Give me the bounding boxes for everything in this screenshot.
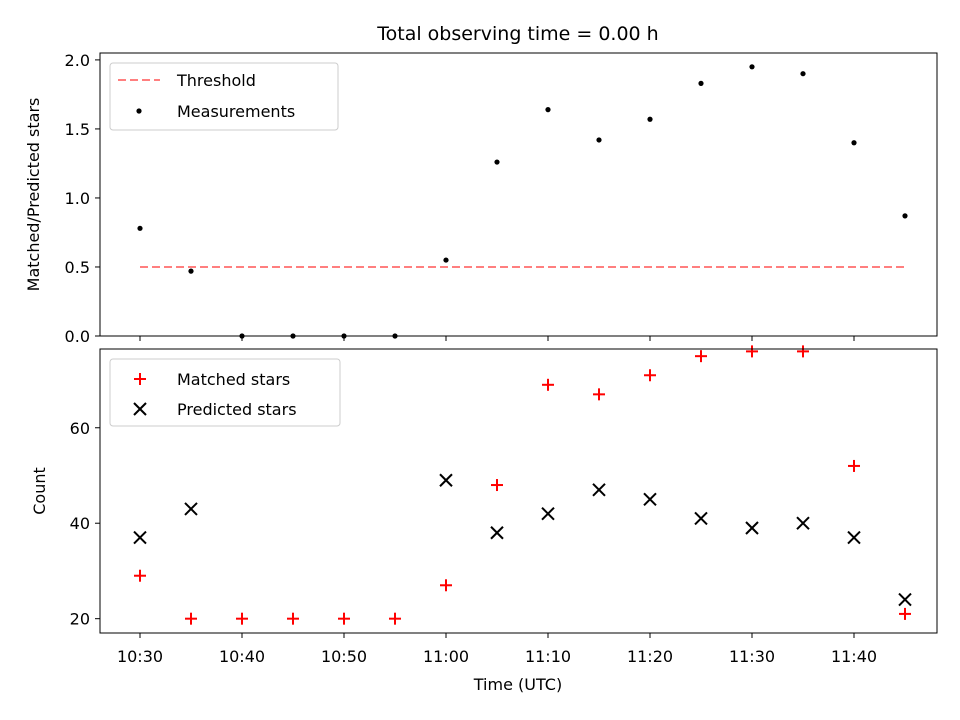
matched-star-point	[746, 345, 758, 358]
predicted-star-point	[898, 592, 912, 607]
top-y-ticks: 0.0 0.5 1.0 1.5 2.0	[65, 51, 100, 346]
bottom-legend: Matched stars Predicted stars	[109, 358, 341, 427]
top-panel: 0.00.51.01.52.0 Matched/Predicted stars …	[24, 51, 938, 346]
matched-star-point	[440, 579, 452, 592]
predicted-star-point	[643, 492, 657, 507]
matched-star-point	[287, 612, 299, 625]
measurement-point	[494, 159, 500, 165]
bottom-y-axis-label: Count	[30, 467, 49, 515]
top-y-tick-label: 0.0	[65, 327, 90, 346]
predicted-star-point	[796, 516, 810, 530]
chart-title: Total observing time = 0.00 h	[376, 23, 658, 45]
measurement-point	[596, 137, 602, 143]
measurement-point	[749, 64, 755, 70]
bottom-y-tick-label: 60	[70, 419, 90, 438]
matched-star-point	[593, 388, 605, 401]
matched-star-point	[338, 612, 350, 625]
bottom-legend-box	[109, 358, 341, 427]
predicted-star-point	[694, 511, 708, 526]
x-tick-label: 10:40	[219, 647, 265, 666]
predicted-star-point	[592, 483, 606, 497]
measurement-point	[188, 268, 194, 274]
matched-star-point	[389, 612, 401, 625]
bottom-marks	[133, 345, 912, 625]
legend-matched-label: Matched stars	[177, 370, 290, 389]
top-plot-frame	[99, 52, 938, 337]
top-y-tick-label: 1.0	[65, 189, 90, 208]
matched-star-point	[899, 607, 911, 620]
bottom-y-ticks: 20 40 60	[70, 419, 100, 629]
top-y-tick-label: 0.5	[65, 258, 90, 277]
predicted-star-point	[184, 502, 198, 516]
predicted-star-point	[745, 521, 759, 535]
matched-star-point	[134, 569, 146, 582]
legend-measurements-label: Measurements	[177, 102, 295, 121]
legend-threshold-label: Threshold	[176, 71, 256, 90]
top-y-axis-label: Matched/Predicted stars	[24, 98, 43, 292]
matched-star-point	[695, 350, 707, 363]
top-y-tick-label: 1.5	[65, 120, 90, 139]
predicted-star-point	[439, 473, 453, 487]
top-legend: Threshold Measurements	[109, 62, 339, 131]
x-tick-label: 11:00	[423, 647, 469, 666]
legend-predicted-label: Predicted stars	[177, 400, 297, 419]
matched-star-point	[236, 612, 248, 625]
matched-star-point	[542, 378, 554, 391]
legend-measurements-swatch	[136, 108, 142, 114]
top-x-ticks	[139, 336, 855, 341]
predicted-star-point	[541, 506, 555, 521]
bottom-plot-frame	[99, 348, 938, 634]
measurement-point	[545, 107, 551, 113]
legend-predicted-swatch	[133, 402, 147, 416]
bottom-y-tick-label: 40	[70, 514, 90, 533]
matched-star-point	[797, 345, 809, 358]
matched-star-point	[644, 369, 656, 382]
x-tick-label: 11:30	[729, 647, 775, 666]
measurement-point	[443, 257, 449, 263]
x-axis-label: Time (UTC)	[473, 675, 562, 694]
predicted-star-point	[133, 530, 147, 545]
bottom-panel: 20 40 60 10:30 10:40 10:50 11:00 11:10 11:20 11:…	[30, 345, 938, 694]
x-tick-label: 10:50	[321, 647, 367, 666]
measurement-point	[137, 225, 143, 231]
measurement-point	[698, 80, 704, 86]
x-tick-label: 11:10	[525, 647, 571, 666]
measurement-point	[800, 71, 806, 77]
matched-star-point	[848, 459, 860, 472]
matched-star-point	[185, 612, 197, 625]
predicted-star-point	[490, 526, 504, 540]
matched-star-point	[491, 479, 503, 492]
measurement-point	[851, 140, 857, 146]
predicted-star-point	[847, 530, 861, 545]
measurement-point	[902, 213, 908, 219]
x-tick-label: 10:30	[117, 647, 163, 666]
legend-matched-swatch	[134, 373, 146, 385]
x-tick-label: 11:20	[627, 647, 673, 666]
bottom-y-tick-label: 20	[70, 610, 90, 629]
x-tick-label: 11:40	[831, 647, 877, 666]
measurement-point	[647, 116, 653, 122]
bottom-x-ticks: 10:30 10:40 10:50 11:00 11:10 11:20 11:30 11:40	[117, 633, 877, 666]
top-legend-box	[109, 62, 339, 131]
top-y-tick-label: 2.0	[65, 51, 90, 70]
